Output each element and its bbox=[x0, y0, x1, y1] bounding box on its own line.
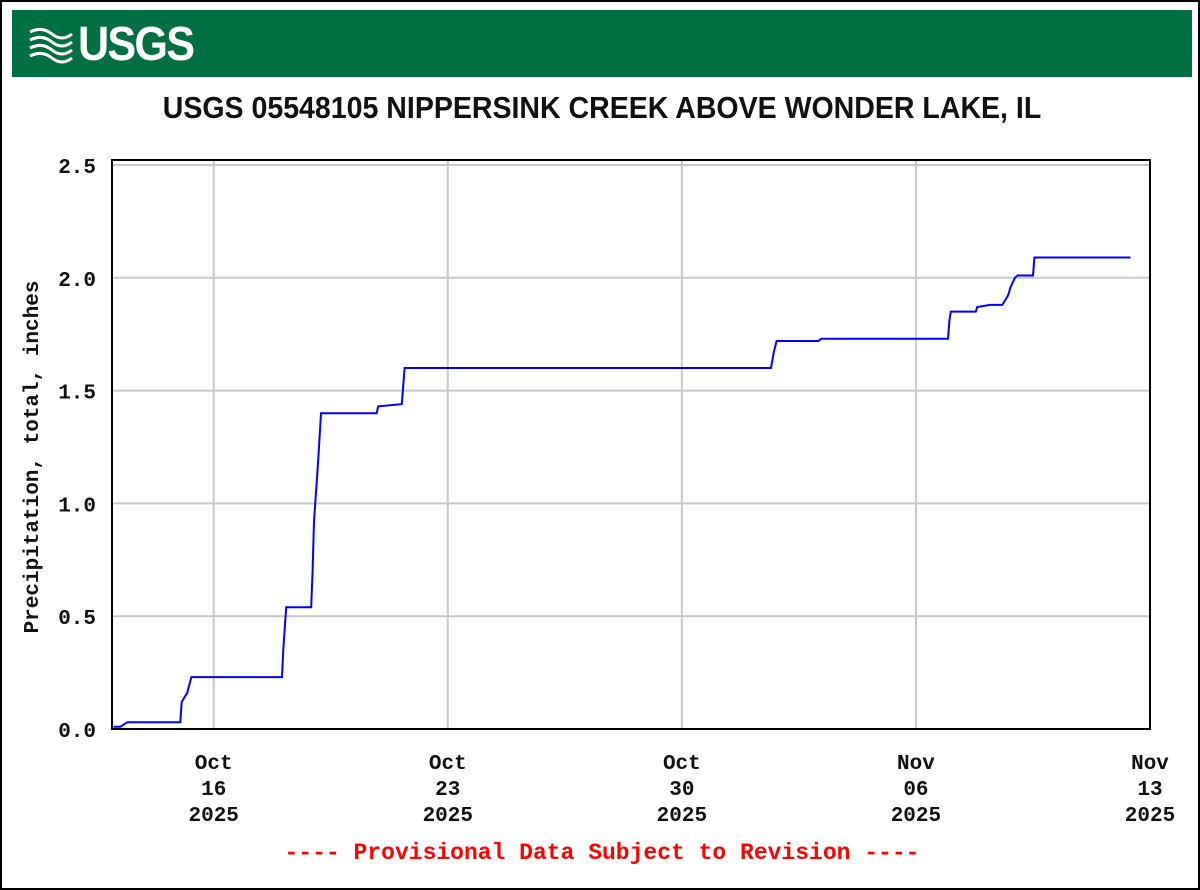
logo-text: USGS bbox=[78, 17, 195, 71]
usgs-wave-logo-icon bbox=[29, 27, 73, 64]
x-tick-label: Oct bbox=[663, 753, 701, 776]
x-tick-label: 13 bbox=[1137, 779, 1162, 802]
x-tick-label: 2025 bbox=[657, 805, 707, 828]
x-tick-label: 2025 bbox=[891, 805, 941, 828]
y-tick-labels: 0.0 0.5 1.0 1.5 2.0 2.5 bbox=[58, 157, 96, 744]
usgs-logo[interactable]: USGS bbox=[28, 17, 206, 71]
y-tick-label: 2.0 bbox=[58, 270, 96, 293]
x-tick-label: Nov bbox=[1131, 753, 1169, 776]
y-tick-label: 1.0 bbox=[58, 495, 96, 518]
x-tick-label: 2025 bbox=[1125, 805, 1175, 828]
usgs-banner: USGS bbox=[12, 10, 1192, 77]
x-tick-label: 2025 bbox=[188, 805, 238, 828]
y-tick-label: 0.0 bbox=[58, 721, 96, 744]
grid bbox=[112, 160, 1151, 730]
x-tick-label: Oct bbox=[429, 753, 467, 776]
y-tick-label: 1.5 bbox=[58, 383, 96, 406]
x-tick-label: 16 bbox=[201, 779, 226, 802]
y-tick-label: 2.5 bbox=[58, 157, 96, 180]
plot-frame bbox=[111, 159, 1151, 730]
chart-title: USGS 05548105 NIPPERSINK CREEK ABOVE WON… bbox=[162, 90, 1042, 125]
x-tick-label: 2025 bbox=[423, 805, 473, 828]
y-tick-label: 0.5 bbox=[58, 608, 96, 631]
x-tick-label: Oct bbox=[195, 753, 233, 776]
provisional-data-notice: ---- Provisional Data Subject to Revisio… bbox=[284, 840, 920, 866]
x-tick-labels: Oct 16 2025 Oct 23 2025 Oct 30 2025 Nov 06 2025 Nov 1… bbox=[188, 753, 1175, 828]
precipitation-line bbox=[113, 256, 1131, 728]
y-axis-label: Precipitation, total, inches bbox=[22, 281, 45, 634]
x-tick-label: 06 bbox=[903, 779, 928, 802]
x-tick-label: 23 bbox=[435, 779, 460, 802]
x-tick-label: 30 bbox=[669, 779, 694, 802]
x-tick-label: Nov bbox=[897, 753, 935, 776]
